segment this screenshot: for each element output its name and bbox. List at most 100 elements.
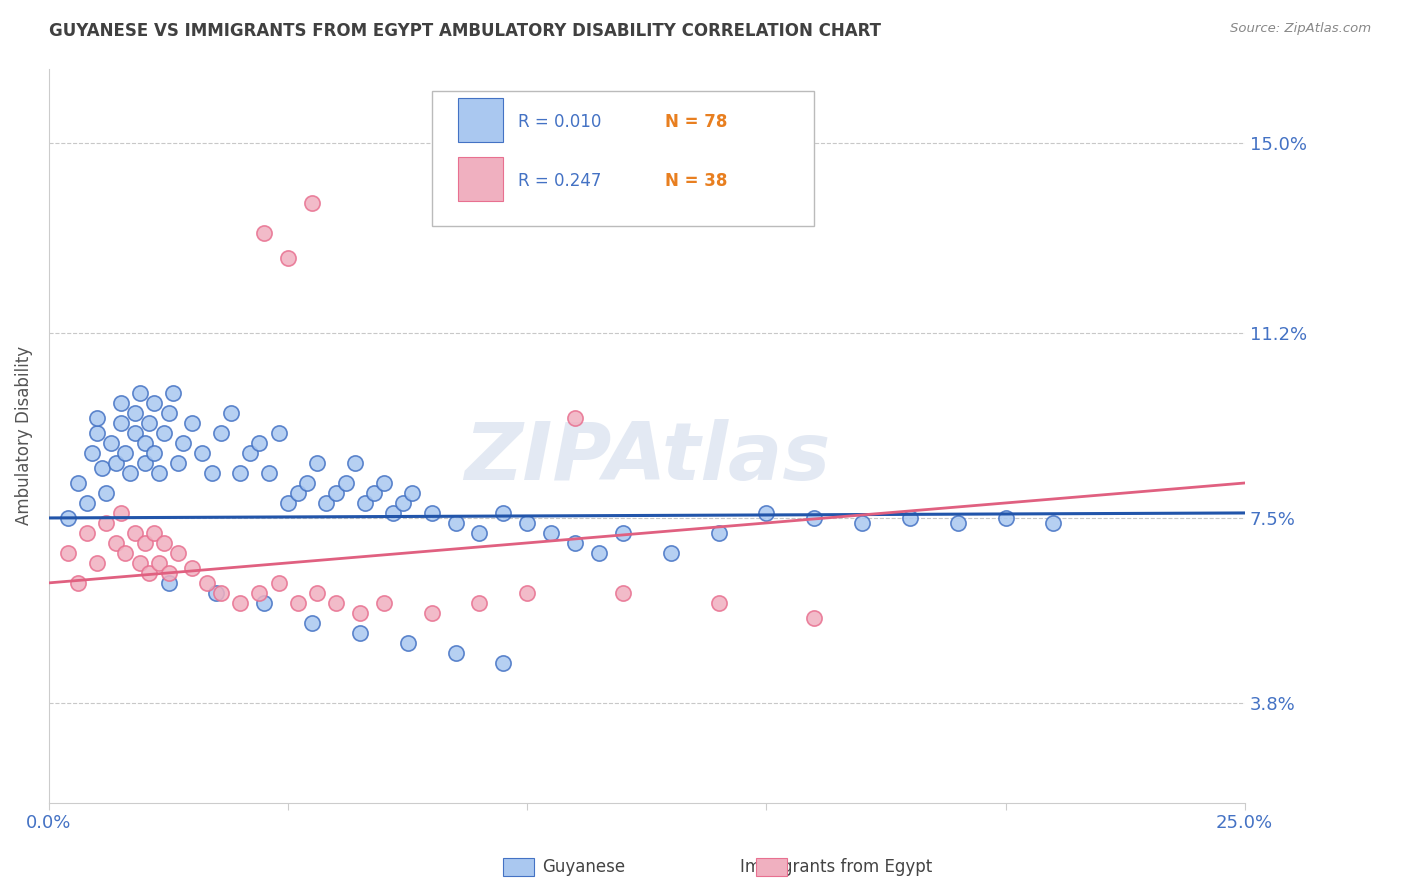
Point xyxy=(56,546,79,560)
Point xyxy=(157,575,180,590)
FancyBboxPatch shape xyxy=(458,98,503,142)
Text: R = 0.247: R = 0.247 xyxy=(517,172,600,190)
Point xyxy=(344,456,367,470)
Point xyxy=(349,606,371,620)
Point xyxy=(167,546,190,560)
Point xyxy=(564,411,586,425)
Point xyxy=(588,546,610,560)
Point xyxy=(96,486,118,500)
Point xyxy=(301,615,323,630)
Point xyxy=(516,586,538,600)
Point xyxy=(110,506,132,520)
Point xyxy=(124,406,146,420)
Point xyxy=(148,556,170,570)
Point xyxy=(229,596,252,610)
Point xyxy=(335,475,357,490)
Point xyxy=(277,252,299,266)
Text: Guyanese: Guyanese xyxy=(541,858,626,876)
Point xyxy=(516,516,538,530)
Point xyxy=(152,425,174,440)
Point xyxy=(946,516,969,530)
Point xyxy=(229,466,252,480)
Point xyxy=(492,506,515,520)
Point xyxy=(86,556,108,570)
Point xyxy=(305,586,328,600)
Point xyxy=(468,525,491,540)
Point xyxy=(1042,516,1064,530)
Point xyxy=(325,486,347,500)
Point xyxy=(325,596,347,610)
Point xyxy=(114,446,136,460)
Point xyxy=(66,475,89,490)
Point xyxy=(120,466,142,480)
Point xyxy=(564,536,586,550)
Point xyxy=(172,436,194,450)
Point xyxy=(181,416,204,430)
Point xyxy=(373,596,395,610)
Point xyxy=(267,575,290,590)
Point xyxy=(157,406,180,420)
Point xyxy=(301,196,323,211)
Point xyxy=(209,586,232,600)
Point xyxy=(200,466,222,480)
Point xyxy=(76,496,98,510)
Point xyxy=(277,496,299,510)
Point xyxy=(803,611,825,625)
Point xyxy=(76,525,98,540)
Point xyxy=(363,486,385,500)
Point xyxy=(86,411,108,425)
Point xyxy=(382,506,405,520)
Point xyxy=(143,396,166,410)
Point xyxy=(157,566,180,580)
Point xyxy=(707,596,730,610)
Point xyxy=(659,546,682,560)
Point xyxy=(90,461,112,475)
Point xyxy=(373,475,395,490)
Point xyxy=(803,511,825,525)
Point xyxy=(392,496,415,510)
Point xyxy=(143,525,166,540)
Point xyxy=(612,586,634,600)
Point xyxy=(444,516,467,530)
Point xyxy=(110,396,132,410)
Point xyxy=(138,566,160,580)
Point xyxy=(540,525,562,540)
Point xyxy=(191,446,214,460)
Point xyxy=(134,436,156,450)
Point xyxy=(353,496,375,510)
Point xyxy=(104,456,127,470)
Point xyxy=(124,425,146,440)
Point xyxy=(267,425,290,440)
Point xyxy=(104,536,127,550)
Point xyxy=(249,436,271,450)
Point xyxy=(257,466,280,480)
Point xyxy=(249,586,271,600)
Point xyxy=(349,625,371,640)
Point xyxy=(444,646,467,660)
Point xyxy=(239,446,262,460)
FancyBboxPatch shape xyxy=(458,157,503,201)
Point xyxy=(152,536,174,550)
Point xyxy=(114,546,136,560)
Point xyxy=(297,475,319,490)
Text: GUYANESE VS IMMIGRANTS FROM EGYPT AMBULATORY DISABILITY CORRELATION CHART: GUYANESE VS IMMIGRANTS FROM EGYPT AMBULA… xyxy=(49,22,882,40)
Point xyxy=(851,516,873,530)
Text: ZIPAtlas: ZIPAtlas xyxy=(464,418,830,497)
FancyBboxPatch shape xyxy=(432,91,814,227)
Point xyxy=(86,425,108,440)
Point xyxy=(124,525,146,540)
Point xyxy=(755,506,778,520)
Point xyxy=(134,536,156,550)
Point xyxy=(420,606,443,620)
Point xyxy=(100,436,122,450)
Point xyxy=(128,386,150,401)
Point xyxy=(396,636,419,650)
Point xyxy=(96,516,118,530)
Point xyxy=(110,416,132,430)
Point xyxy=(56,511,79,525)
Point xyxy=(148,466,170,480)
Point xyxy=(128,556,150,570)
Point xyxy=(468,596,491,610)
Point xyxy=(162,386,184,401)
Point xyxy=(315,496,337,510)
